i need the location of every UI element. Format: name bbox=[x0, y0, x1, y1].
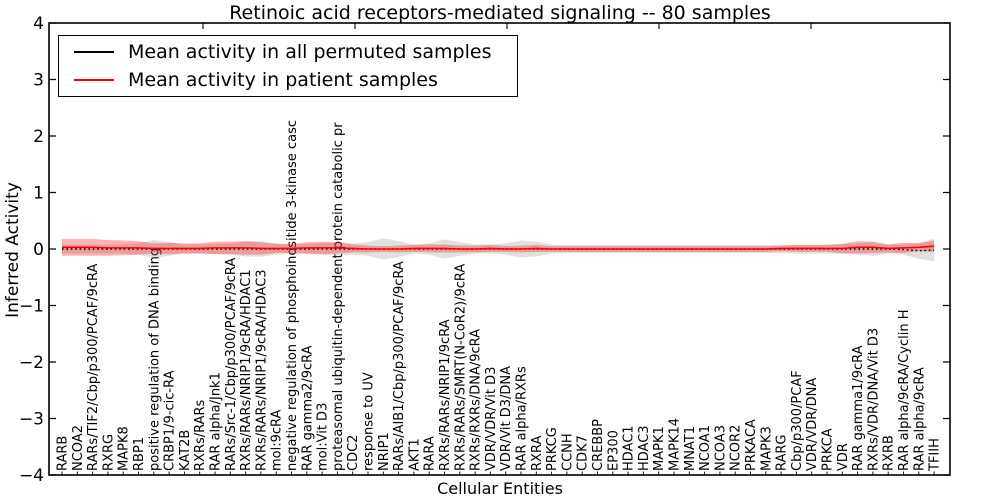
permuted-std-band bbox=[62, 238, 935, 262]
x-tick-label: RXRs/RARs/NRIP1/9cRA/HDAC1 bbox=[239, 269, 254, 471]
legend-box: Mean activity in all permuted samples Me… bbox=[58, 35, 518, 97]
x-tick-label: MAPK14 bbox=[668, 418, 683, 471]
y-ticks-left bbox=[49, 22, 56, 476]
x-tick-label: MAPK8 bbox=[117, 426, 132, 471]
x-ticks-bottom bbox=[61, 471, 935, 475]
x-ticks-top bbox=[202, 23, 812, 29]
x-tick-label: mol:Vit D3 bbox=[316, 403, 331, 471]
y-tick-value: 4 bbox=[33, 14, 44, 34]
y-tick-value: −3 bbox=[19, 410, 44, 430]
x-tick-label: RXRs/RARs/NRIP1/9cRA/HDAC3 bbox=[254, 269, 269, 471]
y-tick-value: −4 bbox=[19, 466, 44, 486]
y-tick-value: 3 bbox=[33, 71, 44, 91]
x-tick-label: RAR alpha/Jnk1 bbox=[209, 372, 224, 471]
x-tick-label: RXRs/RARs/NRIP1/9cRA bbox=[438, 319, 453, 471]
x-tick-label: MNAT1 bbox=[683, 426, 698, 471]
x-tick-label: PRKACA bbox=[744, 419, 759, 471]
x-tick-label: negative regulation of phosphoinositide … bbox=[285, 120, 300, 471]
y-tick-value: 0 bbox=[33, 240, 44, 260]
x-tick-label: NCOA1 bbox=[698, 425, 713, 471]
x-tick-label: RAR gamma2/9cRA bbox=[300, 345, 315, 471]
x-tick-label: NRIP1 bbox=[377, 432, 392, 471]
x-tick-label: VDR bbox=[836, 443, 851, 471]
x-tick-label: KAT2B bbox=[178, 430, 193, 471]
x-tick-label: VDR/VDR/Vit D3 bbox=[484, 367, 499, 471]
permuted-line-sample bbox=[74, 51, 114, 54]
x-tick-label: response to UV bbox=[362, 372, 377, 471]
x-tick-label: Cbp/p300/PCAF bbox=[790, 370, 805, 471]
x-tick-label: EP300 bbox=[606, 430, 621, 471]
y-axis-label: Inferred Activity bbox=[3, 182, 23, 318]
x-tick-label: RBP1 bbox=[132, 437, 147, 471]
x-tick-label: VDR/Vit D3/DNA bbox=[499, 366, 514, 471]
x-tick-label: RAR alpha/9cRA bbox=[912, 367, 927, 471]
x-tick-label: positive regulation of DNA binding bbox=[147, 248, 162, 471]
x-tick-label: RARs/Src-1/Cbp/p300/PCAF/9cRA bbox=[224, 258, 239, 471]
x-tick-label: mol:9cRA bbox=[270, 409, 285, 471]
x-tick-label: RXRs/RARs/SMRT(N-CoR2)/9cRA bbox=[453, 264, 468, 471]
x-tick-label: RXRs/RARs bbox=[193, 399, 208, 471]
chart-title: Retinoic acid receptors-mediated signali… bbox=[229, 2, 771, 24]
x-tick-label: TFIIH bbox=[928, 438, 943, 472]
x-tick-label: RAR gamma1/9cRA bbox=[851, 345, 866, 471]
patient-mean-line bbox=[62, 245, 935, 250]
x-tick-label: PRKCG bbox=[545, 427, 560, 471]
x-tick-label: HDAC3 bbox=[637, 425, 652, 471]
x-tick-label: AKT1 bbox=[407, 438, 422, 471]
y-tick-value: −1 bbox=[19, 297, 44, 317]
y-tick-value: 1 bbox=[33, 184, 44, 204]
legend-entry-patient: Mean activity in patient samples bbox=[74, 69, 517, 91]
x-tick-label: RXRG bbox=[101, 434, 116, 471]
patient-std-band bbox=[62, 238, 935, 256]
x-tick-label: NCOA3 bbox=[713, 425, 728, 471]
x-tick-label: NCOR2 bbox=[729, 425, 744, 471]
x-tick-label: RARs/AIB1/Cbp/p300/PCAF/9cRA bbox=[392, 261, 407, 471]
x-tick-label: CCNH bbox=[560, 433, 575, 471]
y-tick-value: 2 bbox=[33, 127, 44, 147]
legend-label-permuted: Mean activity in all permuted samples bbox=[128, 41, 492, 64]
x-tick-label: RARG bbox=[775, 434, 790, 471]
x-tick-label: RARA bbox=[423, 436, 438, 471]
x-tick-label: RXRs/RXRs/DNA/9cRA bbox=[469, 329, 484, 471]
x-tick-label: MAPK1 bbox=[652, 426, 667, 471]
x-tick-label: HDAC1 bbox=[622, 425, 637, 471]
x-tick-label: CREBBP bbox=[591, 419, 606, 471]
x-tick-label: NCOA2 bbox=[71, 425, 86, 471]
x-tick-label: PRKCA bbox=[821, 428, 836, 471]
x-tick-label: proteasomal ubiquitin-dependent protein … bbox=[331, 122, 346, 471]
x-tick-label: MAPK3 bbox=[759, 426, 774, 471]
x-tick-label: CDK7 bbox=[576, 435, 591, 471]
x-tick-label: RXRA bbox=[530, 436, 545, 471]
x-tick-label: RARB bbox=[56, 436, 71, 471]
x-tick-label: RAR alpha/RXRs bbox=[515, 366, 530, 471]
x-tick-label: RARs/TIF2/Cbp/p300/PCAF/9cRA bbox=[86, 264, 101, 471]
x-tick-label: RAR alpha/9cRA/Cyclin H bbox=[897, 310, 912, 471]
x-axis-label: Cellular Entities bbox=[437, 479, 563, 498]
legend-entry-permuted: Mean activity in all permuted samples bbox=[74, 41, 517, 63]
x-tick-label: VDR/VDR/DNA bbox=[805, 378, 820, 471]
patient-line-sample bbox=[74, 78, 114, 81]
x-tick-label: RXRB bbox=[882, 435, 897, 471]
x-tick-label: RXRs/VDR/DNA/Vit D3 bbox=[866, 328, 881, 471]
legend-label-patient: Mean activity in patient samples bbox=[128, 68, 438, 91]
y-ticks-right bbox=[943, 22, 950, 476]
y-tick-value: −2 bbox=[19, 353, 44, 373]
x-tick-label: CRBP1/9-cic-RA bbox=[163, 370, 178, 471]
x-tick-label: CDC2 bbox=[346, 435, 361, 471]
